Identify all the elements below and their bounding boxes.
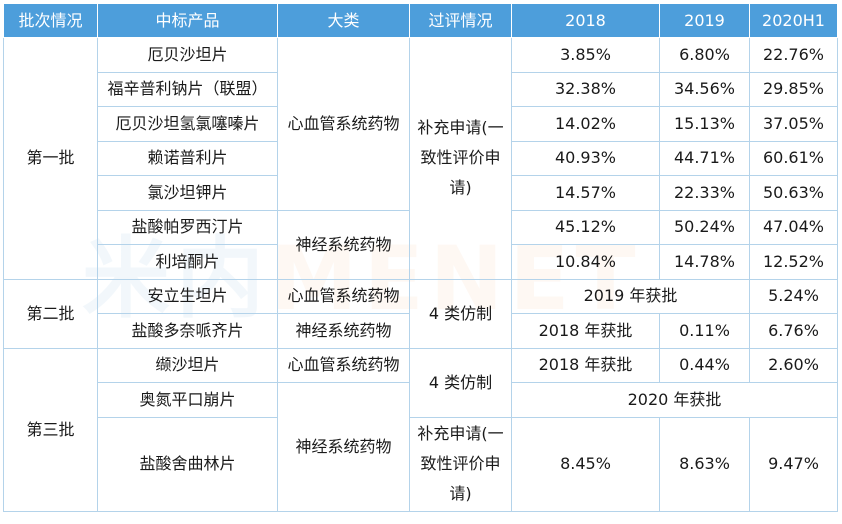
product-cell: 氯沙坦钾片	[97, 175, 278, 211]
table-row: 福辛普利钠片（联盟） 32.38% 34.56% 29.85%	[4, 71, 838, 107]
value-2019: 50.24%	[659, 209, 750, 245]
value-2018: 40.93%	[511, 140, 660, 176]
approved-cell: 2018 年获批	[511, 347, 660, 383]
category-cell: 神经系统药物	[277, 209, 410, 280]
product-cell: 奥氮平口崩片	[97, 382, 278, 418]
value-2018: 32.38%	[511, 71, 660, 107]
product-cell: 盐酸舍曲林片	[97, 416, 278, 512]
table-row: 盐酸舍曲林片 补充申请(一致性评价申请) 8.45% 8.63% 9.47%	[4, 416, 838, 512]
value-2019: 14.78%	[659, 244, 750, 280]
category-cell: 心血管系统药物	[277, 278, 410, 314]
value-2018: 8.45%	[511, 416, 660, 512]
value-2020h1: 37.05%	[749, 106, 838, 142]
review-cell: 4 类仿制	[409, 278, 512, 349]
value-2020h1: 9.47%	[749, 416, 838, 512]
value-2020h1: 60.61%	[749, 140, 838, 176]
product-cell: 盐酸帕罗西汀片	[97, 209, 278, 245]
header-review: 过评情况	[409, 3, 512, 38]
table-row: 奥氮平口崩片 神经系统药物 2020 年获批	[4, 382, 838, 512]
table-row: 利培酮片 10.84% 14.78% 12.52%	[4, 244, 838, 280]
value-2020h1: 12.52%	[749, 244, 838, 280]
header-2020h1: 2020H1	[749, 3, 838, 38]
batch-cell: 第一批	[3, 37, 98, 280]
value-2019: 44.71%	[659, 140, 750, 176]
value-2018: 45.12%	[511, 209, 660, 245]
batch-cell: 第三批	[3, 347, 98, 512]
product-cell: 福辛普利钠片（联盟）	[97, 71, 278, 107]
value-2018: 3.85%	[511, 37, 660, 73]
value-2019: 0.44%	[659, 347, 750, 383]
approved-cell: 2019 年获批	[511, 278, 750, 314]
value-2018: 10.84%	[511, 244, 660, 280]
review-cell: 补充申请(一致性评价申请)	[409, 37, 512, 280]
table-row: 氯沙坦钾片 14.57% 22.33% 50.63%	[4, 175, 838, 211]
table-row: 盐酸帕罗西汀片 神经系统药物 45.12% 50.24% 47.04%	[4, 209, 838, 280]
product-cell: 厄贝沙坦片	[97, 37, 278, 73]
batch-cell: 第二批	[3, 278, 98, 349]
value-2020h1: 47.04%	[749, 209, 838, 245]
header-product: 中标产品	[97, 3, 278, 38]
table-row: 厄贝沙坦氢氯噻嗪片 14.02% 15.13% 37.05%	[4, 106, 838, 142]
value-2019: 22.33%	[659, 175, 750, 211]
category-cell: 神经系统药物	[277, 382, 410, 512]
product-cell: 厄贝沙坦氢氯噻嗪片	[97, 106, 278, 142]
product-cell: 赖诺普利片	[97, 140, 278, 176]
table-row: 第一批 厄贝沙坦片 心血管系统药物 补充申请(一致性评价申请) 3.85% 6.…	[3, 37, 838, 280]
table-row: 盐酸多奈哌齐片 神经系统药物 2018 年获批 0.11% 6.76%	[4, 313, 838, 349]
value-2020h1: 50.63%	[749, 175, 838, 211]
product-cell: 缬沙坦片	[97, 347, 278, 383]
value-2019: 6.80%	[659, 37, 750, 73]
header-2018: 2018	[511, 3, 660, 38]
value-2018: 14.02%	[511, 106, 660, 142]
value-2020h1: 5.24%	[749, 278, 838, 314]
value-2019: 0.11%	[659, 313, 750, 349]
value-2020h1: 2.60%	[749, 347, 838, 383]
header-batch: 批次情况	[3, 3, 98, 38]
table-row: 赖诺普利片 40.93% 44.71% 60.61%	[4, 140, 838, 176]
approved-cell: 2018 年获批	[511, 313, 660, 349]
value-2019: 34.56%	[659, 71, 750, 107]
value-2019: 15.13%	[659, 106, 750, 142]
header-category: 大类	[277, 3, 410, 38]
table-row: 第二批 安立生坦片 心血管系统药物 4 类仿制 2019 年获批 5.24%	[3, 278, 838, 349]
header-2019: 2019	[659, 3, 750, 38]
value-2020h1: 29.85%	[749, 71, 838, 107]
review-cell: 4 类仿制	[409, 347, 512, 418]
value-2020h1: 22.76%	[749, 37, 838, 73]
product-cell: 利培酮片	[97, 244, 278, 280]
value-2020h1: 6.76%	[749, 313, 838, 349]
value-2018: 14.57%	[511, 175, 660, 211]
category-cell: 神经系统药物	[277, 313, 410, 349]
product-cell: 安立生坦片	[97, 278, 278, 314]
table-row: 第三批 缬沙坦片 心血管系统药物 4 类仿制 2018 年获批 0.44% 2.…	[3, 347, 838, 512]
category-cell: 心血管系统药物	[277, 347, 410, 383]
approved-cell: 2020 年获批	[511, 382, 838, 418]
bid-product-table: 批次情况 中标产品 大类 过评情况 2018 2019 2020H1 第一批 厄…	[3, 3, 838, 512]
header-row: 批次情况 中标产品 大类 过评情况 2018 2019 2020H1	[3, 3, 838, 38]
value-2019: 8.63%	[659, 416, 750, 512]
product-cell: 盐酸多奈哌齐片	[97, 313, 278, 349]
review-cell: 补充申请(一致性评价申请)	[409, 416, 512, 512]
category-cell: 心血管系统药物	[277, 37, 410, 211]
